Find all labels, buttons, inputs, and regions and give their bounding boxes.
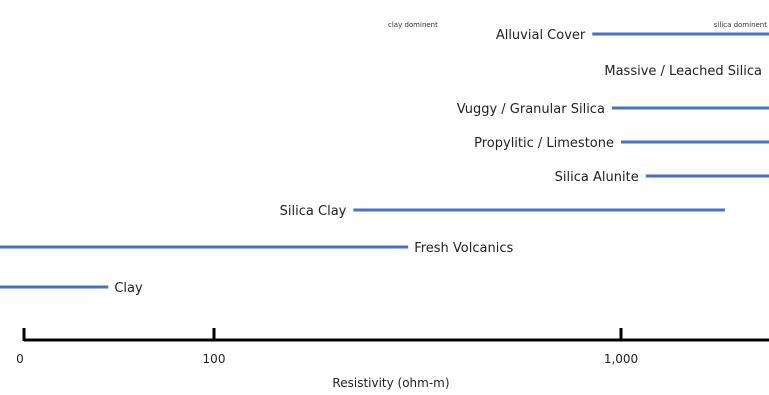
range-bars (0, 32, 769, 289)
range-label-fresh-volcanics: Fresh Volcanics (414, 241, 513, 256)
x-axis-title: Resistivity (ohm-m) (332, 376, 449, 390)
x-tick-label-2: 1,000 (604, 352, 638, 366)
range-label-vuggy-granular-silica: Vuggy / Granular Silica (457, 102, 605, 117)
annotation-clay-dominent: clay dominent (388, 21, 438, 29)
annotation-silica-dominent: silica dominent (714, 21, 768, 29)
range-label-massive-leached-silica: Massive / Leached Silica (604, 64, 762, 79)
range-labels: Alluvial Cover Massive / Leached Silica Vu… (114, 28, 762, 296)
x-tick-label-0: 0 (16, 352, 24, 366)
range-label-alluvial-cover: Alluvial Cover (496, 28, 586, 43)
range-label-propylitic-limestone: Propylitic / Limestone (474, 136, 614, 151)
range-label-silica-clay: Silica Clay (280, 204, 347, 219)
range-label-clay: Clay (114, 281, 143, 296)
annotations: clay dominent silica dominent (388, 21, 767, 29)
range-label-silica-alunite: Silica Alunite (555, 170, 639, 185)
x-tick-label-1: 100 (203, 352, 226, 366)
